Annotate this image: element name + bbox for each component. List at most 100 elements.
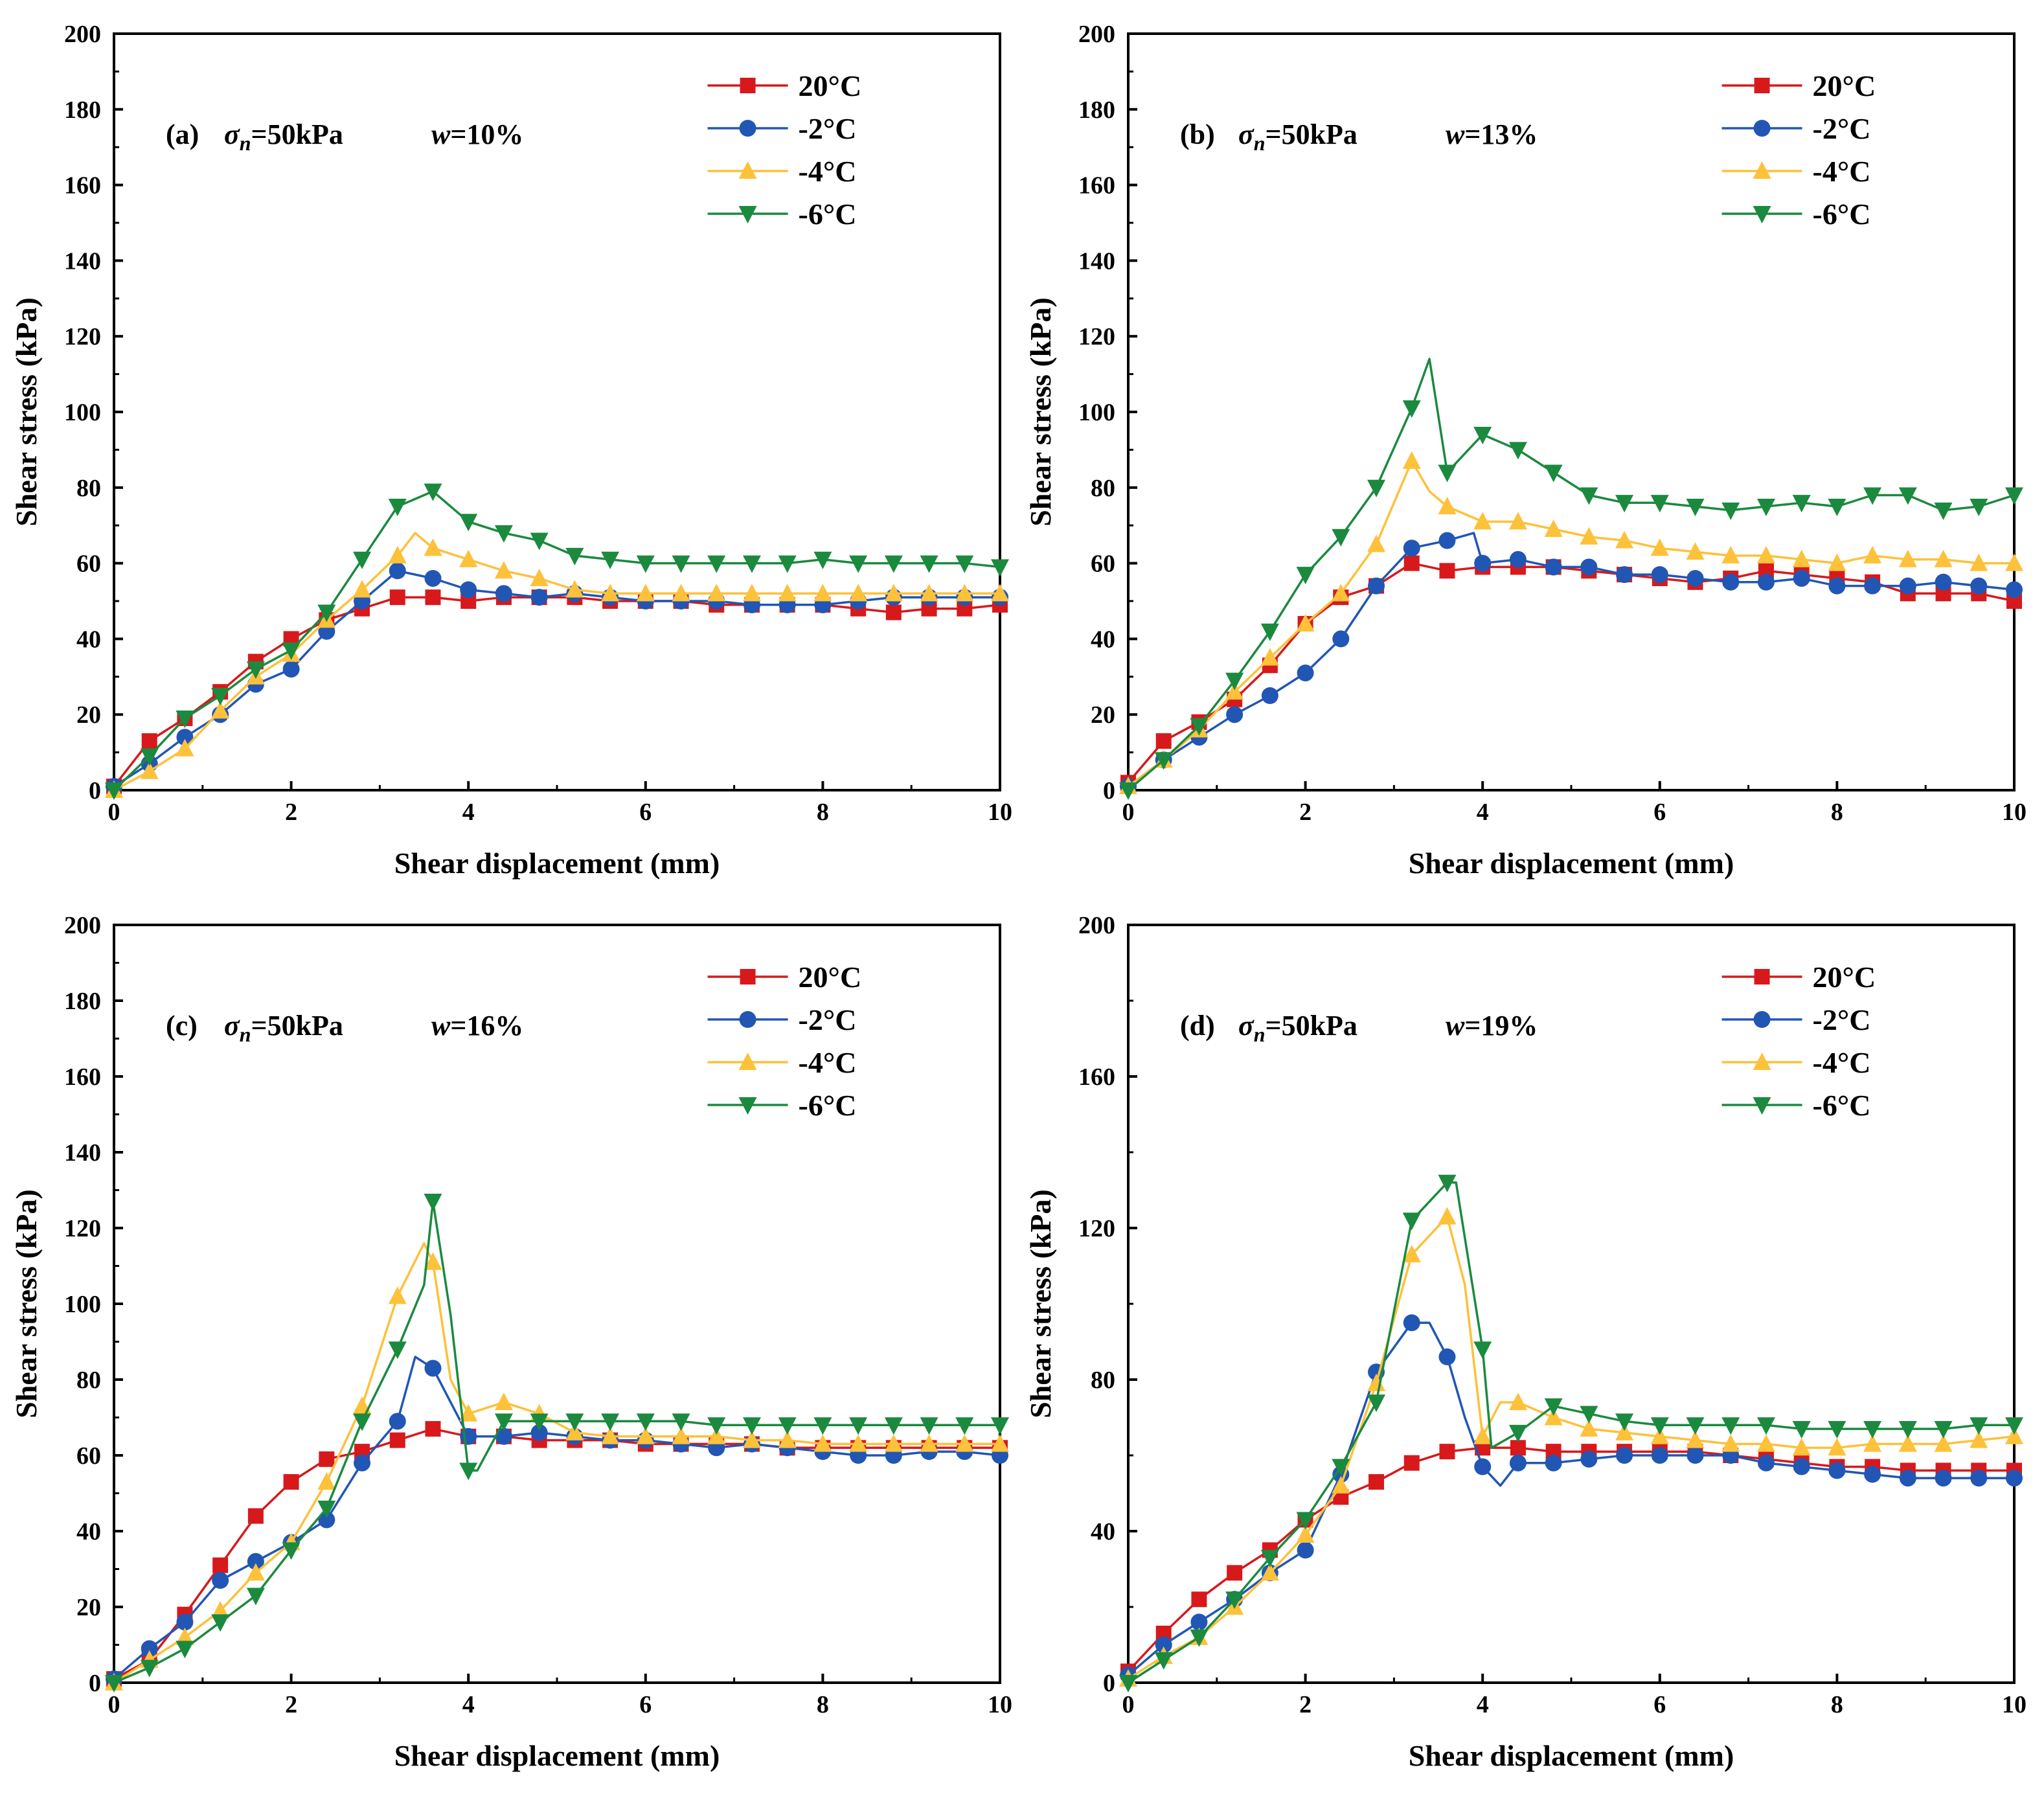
series-line	[1127, 1321, 2014, 1676]
x-tick-label: 6	[639, 799, 652, 826]
data-point	[1721, 545, 1740, 563]
data-point	[1155, 733, 1172, 749]
panel-annotation: (c) σn=50kPa w=16%	[166, 1010, 523, 1046]
data-point	[460, 1428, 477, 1445]
data-point	[140, 761, 159, 779]
data-point	[530, 1424, 548, 1441]
x-tick-label: 2	[285, 799, 297, 826]
data-point	[1261, 687, 1278, 704]
y-tick-label: 200	[64, 21, 101, 48]
data-point	[1792, 549, 1811, 567]
legend: 20°C -2°C -4°C -6°C	[1721, 961, 1876, 1122]
data-point	[459, 549, 478, 567]
x-axis-label: Shear displacement (mm)	[394, 847, 720, 880]
data-point	[1793, 1458, 1810, 1475]
y-tick-label: 80	[1091, 1367, 1115, 1394]
data-point	[601, 1413, 620, 1431]
data-point	[672, 1413, 690, 1431]
legend-marker	[738, 206, 757, 223]
y-tick-label: 160	[64, 1064, 101, 1091]
data-point	[1439, 1444, 1455, 1460]
x-tick-label: 8	[1831, 1691, 1843, 1718]
data-point	[389, 1413, 406, 1430]
data-point	[176, 1627, 194, 1645]
data-point	[1367, 479, 1386, 497]
x-tick-label: 0	[1122, 799, 1135, 826]
data-point	[1508, 442, 1527, 460]
data-point	[1368, 577, 1385, 595]
data-point	[1367, 1394, 1386, 1413]
data-point	[849, 584, 868, 602]
data-point	[884, 1434, 903, 1452]
data-point	[1863, 1421, 1882, 1439]
data-point	[1686, 1417, 1705, 1435]
y-tick-label: 80	[76, 1367, 101, 1394]
legend-label: -6°C	[799, 1089, 857, 1122]
data-point	[955, 1434, 974, 1452]
legend: 20°C -2°C -4°C -6°C	[707, 69, 861, 231]
data-point	[1686, 569, 1704, 587]
data-point	[742, 1430, 761, 1448]
data-point	[1154, 752, 1173, 770]
data-point	[459, 1462, 478, 1481]
data-point	[1721, 1417, 1740, 1435]
data-point	[1616, 1447, 1633, 1464]
data-point	[1580, 527, 1598, 545]
panel-annotation: (a) σn=50kPa w=10%	[166, 119, 523, 155]
data-point	[1226, 706, 1243, 723]
data-point	[885, 604, 902, 620]
x-tick-label: 6	[1653, 799, 1666, 826]
data-point	[354, 1454, 371, 1472]
data-point	[1756, 1417, 1775, 1435]
data-point	[849, 555, 868, 573]
data-point	[1756, 545, 1775, 563]
data-point	[459, 1404, 478, 1422]
sigma-annotation: σn=50kPa	[1238, 119, 1357, 155]
data-point	[1227, 1565, 1243, 1581]
data-point	[389, 1432, 405, 1448]
data-point	[955, 584, 974, 602]
data-point	[176, 1641, 194, 1659]
data-point	[1510, 1440, 1526, 1456]
data-point	[1225, 672, 1244, 690]
data-point	[991, 584, 1009, 602]
series-line	[113, 1242, 1000, 1684]
x-tick-label: 2	[1299, 799, 1312, 826]
y-tick-label: 20	[76, 1594, 101, 1621]
data-point	[1651, 566, 1668, 584]
data-point	[460, 581, 477, 598]
data-point	[920, 1417, 938, 1435]
data-point	[1721, 502, 1740, 520]
data-point	[565, 1422, 584, 1440]
data-point	[1828, 1438, 1846, 1456]
data-point	[1898, 549, 1917, 567]
x-tick-label: 4	[462, 1691, 475, 1718]
data-point	[388, 1341, 407, 1360]
y-tick-label: 40	[1091, 626, 1115, 653]
series-20°C	[106, 1421, 1008, 1687]
data-point	[813, 1434, 832, 1452]
y-tick-label: 100	[64, 399, 101, 426]
data-point	[1828, 1421, 1846, 1439]
y-tick-label: 120	[1078, 1215, 1115, 1242]
data-point	[1473, 427, 1492, 445]
data-point	[1580, 1450, 1598, 1468]
data-point	[1756, 499, 1775, 516]
y-tick-label: 200	[64, 912, 101, 939]
legend-marker	[738, 1053, 757, 1070]
data-point	[1863, 1434, 1882, 1452]
y-tick-label: 60	[76, 1442, 101, 1470]
data-point	[707, 555, 726, 573]
data-point	[1403, 555, 1420, 571]
data-point	[424, 1252, 442, 1270]
moisture-annotation: w=19%	[1446, 1010, 1538, 1041]
data-point	[389, 589, 405, 606]
series-line	[1127, 358, 2015, 791]
data-point	[672, 1426, 690, 1444]
moisture-annotation: w=13%	[1446, 119, 1538, 150]
data-point	[920, 584, 938, 602]
y-tick-label: 160	[64, 172, 101, 199]
data-point	[1970, 1470, 1988, 1487]
legend-marker	[740, 969, 756, 984]
x-tick-label: 0	[108, 1691, 120, 1718]
